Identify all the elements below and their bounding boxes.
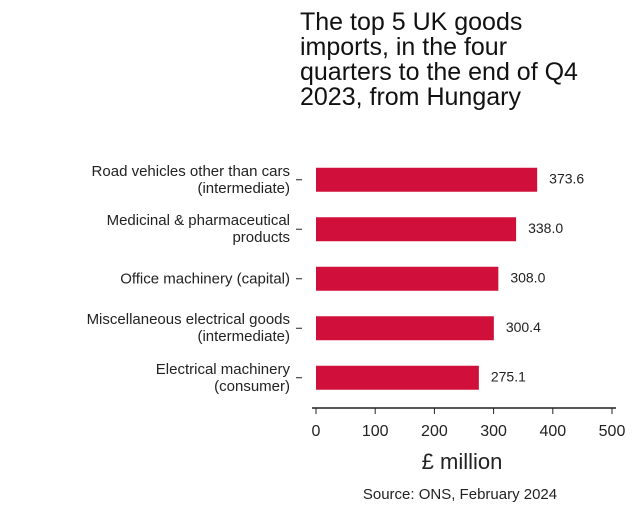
y-tick-label: Office machinery (capital): [120, 270, 290, 288]
x-tick-label: 0: [312, 423, 321, 440]
bar: [316, 217, 517, 242]
x-tick-label: 300: [480, 423, 507, 440]
y-tick-label: Road vehicles other than cars (intermedi…: [91, 162, 290, 197]
x-tick-label: 100: [362, 423, 389, 440]
value-label: 308.0: [510, 269, 545, 285]
value-label: 300.4: [506, 319, 541, 335]
bar: [316, 365, 479, 390]
value-label: 338.0: [528, 220, 563, 236]
y-tick-label: Medicinal & pharmaceutical products: [106, 212, 290, 247]
bar: [316, 316, 494, 341]
x-tick-label: 500: [599, 423, 626, 440]
value-label: 373.6: [549, 170, 584, 186]
x-tick-label: 400: [539, 423, 566, 440]
chart-title: The top 5 UK goods imports, in the four …: [300, 8, 578, 111]
y-tick-label: Miscellaneous electrical goods (intermed…: [86, 311, 290, 346]
y-tick-label: Electrical machinery (consumer): [155, 360, 290, 395]
bar: [316, 266, 499, 291]
x-tick-label: 200: [421, 423, 448, 440]
value-label: 275.1: [491, 368, 526, 384]
x-axis-label: £ million: [422, 449, 503, 474]
bar: [316, 167, 538, 192]
source: Source: ONS, February 2024: [363, 486, 557, 503]
